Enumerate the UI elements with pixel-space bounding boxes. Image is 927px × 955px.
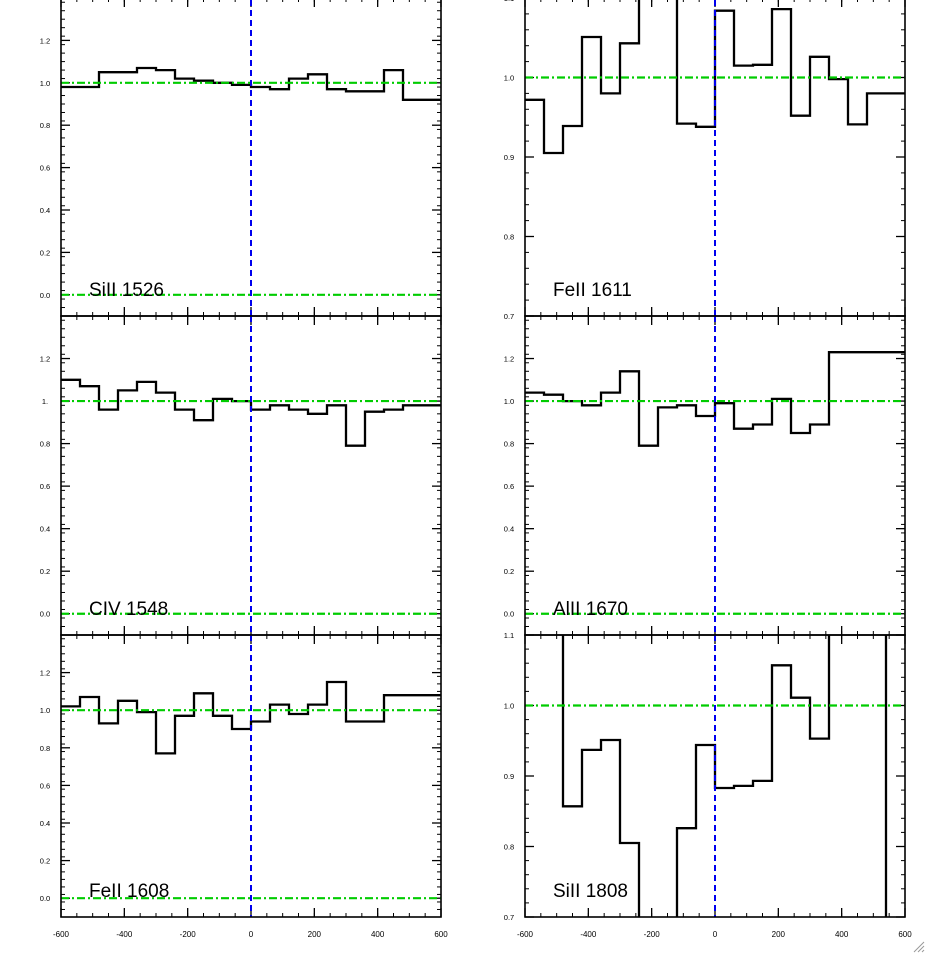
y-tick-label: 0.6 <box>40 781 50 790</box>
y-tick-label: 0.8 <box>504 843 514 852</box>
panel-frame <box>60 634 442 918</box>
y-tick-label: 0.2 <box>40 857 50 866</box>
x-tick-label: -600 <box>517 930 534 939</box>
y-tick-label: 0.6 <box>504 482 514 491</box>
panel-left-top: 0.0 0.2 0.4 0.6 0.8 1.0 1.2 SiII 1526 <box>40 0 442 317</box>
x-tick-label: 600 <box>898 930 912 939</box>
y-tick-label: 1.0 <box>504 397 514 406</box>
y-tick-label: 1.2 <box>40 355 50 364</box>
y-tick-label: 0.9 <box>504 772 514 781</box>
spectrum-line <box>61 680 441 755</box>
x-tick-label: 200 <box>772 930 786 939</box>
line-label: SiII 1526 <box>89 280 164 301</box>
resize-grip-icon[interactable] <box>911 939 925 953</box>
y-tick-label: 0.2 <box>40 248 50 257</box>
y-tick-label: 1.0 <box>40 79 50 88</box>
y-tick-label: 0.7 <box>504 913 514 922</box>
x-tick-label: -400 <box>116 930 133 939</box>
spectrum-line <box>525 0 905 155</box>
y-tick-label: 0.9 <box>504 153 514 162</box>
x-tick-label: -400 <box>580 930 597 939</box>
y-tick-label: 0.8 <box>40 744 50 753</box>
x-tick-label: -200 <box>644 930 661 939</box>
line-label: SiII 1808 <box>553 881 628 902</box>
x-tick-label: 0 <box>249 930 254 939</box>
y-tick-label: 1.0 <box>40 706 50 715</box>
x-tick-label: 200 <box>308 930 322 939</box>
panel-right-bottom: 0.7 0.8 0.9 1.0 1.1 SiII 1808 -600 -400 -200 0 200… <box>504 631 912 939</box>
y-tick-label: 1.2 <box>40 669 50 678</box>
y-tick-label: 1.0 <box>504 74 514 83</box>
x-tick-label: -200 <box>180 930 197 939</box>
line-label: AlII 1670 <box>553 599 628 620</box>
y-tick-label: 0.7 <box>504 312 514 321</box>
y-tick-label: 0.0 <box>40 894 50 903</box>
y-tick-label: 0.8 <box>40 121 50 130</box>
panel-right-top: 0.7 0.8 0.9 1.0 1.1 FeII 1611 <box>504 0 906 321</box>
y-tick-label: 0.2 <box>504 567 514 576</box>
y-tick-label: 0.8 <box>40 440 50 449</box>
x-tick-label: -600 <box>53 930 70 939</box>
y-tick-label: 1.2 <box>40 36 50 45</box>
y-tick-label: 0.4 <box>40 525 50 534</box>
panel-frame <box>60 0 442 317</box>
y-tick-label: 0.0 <box>504 610 514 619</box>
y-tick-label: 1.1 <box>504 631 514 640</box>
y-tick-label: 0.0 <box>40 291 50 300</box>
y-tick-label: 0.2 <box>40 567 50 576</box>
y-tick-label: 1.1 <box>504 0 514 3</box>
y-tick-label: 0.4 <box>504 525 514 534</box>
x-tick-label: 400 <box>835 930 849 939</box>
y-tick-label: 0.4 <box>40 819 50 828</box>
panel-left-middle: 0.0 0.2 0.4 0.6 0.8 1. 1.2 CIV 1548 <box>40 315 442 636</box>
y-tick-label: 0.8 <box>504 440 514 449</box>
y-tick-label: 1.2 <box>504 355 514 364</box>
x-tick-label: 0 <box>713 930 718 939</box>
spectrum-line <box>525 351 905 447</box>
y-tick-label: 0.6 <box>40 164 50 173</box>
panel-left-bottom: 0.0 0.2 0.4 0.6 0.8 1.0 1.2 FeII 1608 -600 -400 -2… <box>40 634 448 939</box>
panel-right-middle: 0.0 0.2 0.4 0.6 0.8 1.0 1.2 AlII 1670 <box>504 315 906 636</box>
panel-frame <box>524 634 906 918</box>
y-tick-label: 0.6 <box>40 482 50 491</box>
line-label: FeII 1611 <box>553 280 632 301</box>
x-tick-label: 600 <box>434 930 448 939</box>
y-tick-label: 1.0 <box>504 702 514 711</box>
x-tick-label: 400 <box>371 930 385 939</box>
line-label: CIV 1548 <box>89 599 168 620</box>
y-tick-label: 0.4 <box>40 206 50 215</box>
y-tick-label: 0.0 <box>40 610 50 619</box>
y-tick-label: 1. <box>42 397 48 406</box>
y-tick-label: 0.8 <box>504 233 514 242</box>
line-label: FeII 1608 <box>89 881 169 902</box>
